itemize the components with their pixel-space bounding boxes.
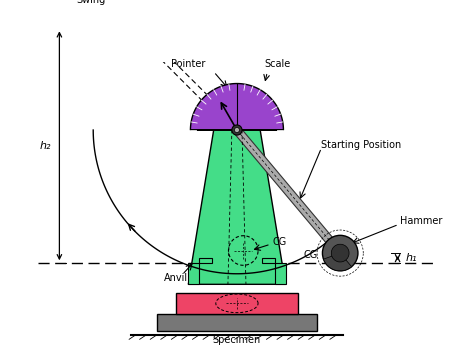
Text: Pointer: Pointer — [171, 59, 205, 69]
Polygon shape — [262, 258, 285, 284]
Polygon shape — [234, 127, 344, 256]
Bar — [156, 314, 317, 331]
Circle shape — [232, 125, 242, 135]
Bar — [176, 293, 298, 314]
Polygon shape — [188, 258, 211, 284]
Polygon shape — [188, 130, 285, 284]
Text: CG: CG — [273, 237, 287, 247]
Text: h₂: h₂ — [39, 141, 51, 151]
Polygon shape — [191, 84, 283, 130]
Text: Starting Position: Starting Position — [321, 140, 402, 150]
Wedge shape — [331, 244, 349, 262]
Text: End of
Swing: End of Swing — [75, 0, 106, 5]
Circle shape — [322, 236, 358, 271]
Circle shape — [235, 127, 239, 132]
Text: h₁: h₁ — [406, 253, 418, 263]
Text: CG: CG — [304, 250, 318, 260]
Text: Specimen: Specimen — [213, 335, 261, 345]
Wedge shape — [324, 253, 352, 271]
Text: Anvil: Anvil — [164, 273, 188, 283]
Text: Hammer: Hammer — [400, 216, 442, 227]
Text: Scale: Scale — [264, 59, 291, 69]
